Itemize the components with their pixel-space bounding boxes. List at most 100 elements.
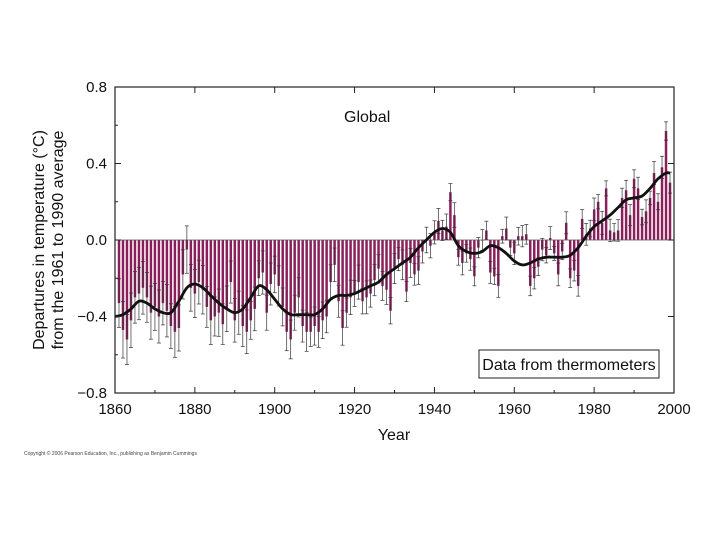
bar-1919 bbox=[349, 240, 352, 298]
bar-1980 bbox=[592, 209, 596, 240]
bar-1955 bbox=[493, 240, 496, 277]
bar-1901 bbox=[277, 240, 280, 286]
error-bar-1956 bbox=[496, 274, 501, 298]
error-bar-1969 bbox=[548, 226, 553, 250]
error-bar-1873 bbox=[164, 284, 169, 338]
bar-1882 bbox=[201, 240, 205, 290]
error-bar-1946 bbox=[456, 248, 461, 266]
error-bar-1979 bbox=[588, 219, 593, 238]
bar-1918 bbox=[345, 240, 348, 313]
bar-1924 bbox=[369, 240, 372, 294]
error-bar-1866 bbox=[136, 266, 141, 321]
error-bar-1898 bbox=[264, 294, 269, 331]
error-bar-1981 bbox=[596, 194, 601, 210]
error-bar-1904 bbox=[288, 319, 293, 360]
error-bar-1934 bbox=[408, 248, 413, 278]
error-bar-1964 bbox=[528, 275, 533, 297]
x-tick-label-1960: 1960 bbox=[498, 401, 531, 418]
bar-1936 bbox=[417, 240, 420, 271]
error-bar-1935 bbox=[412, 263, 417, 286]
x-tick-label-1860: 1860 bbox=[98, 401, 131, 418]
bar-1908 bbox=[305, 240, 308, 332]
error-bar-1950 bbox=[472, 266, 477, 287]
bar-1996 bbox=[656, 201, 660, 240]
bar-1927 bbox=[381, 240, 384, 286]
error-bar-1915 bbox=[332, 247, 337, 283]
bar-1863 bbox=[125, 240, 129, 340]
error-bar-1925 bbox=[372, 264, 377, 297]
error-bar-1932 bbox=[400, 249, 405, 281]
bar-1891 bbox=[237, 240, 241, 313]
error-bar-1951 bbox=[476, 237, 481, 259]
bar-1928 bbox=[385, 240, 388, 290]
bar-1993 bbox=[644, 211, 648, 240]
error-bar-1943 bbox=[444, 213, 449, 240]
error-bar-1886 bbox=[216, 288, 221, 337]
error-bar-1984 bbox=[608, 218, 613, 243]
bar-1992 bbox=[640, 217, 644, 240]
error-bar-1945 bbox=[452, 202, 457, 228]
bar-1895 bbox=[253, 240, 256, 309]
error-bar-1989 bbox=[628, 204, 633, 227]
error-bar-1942 bbox=[440, 219, 445, 241]
error-bar-1957 bbox=[500, 228, 505, 244]
bar-1922 bbox=[361, 240, 364, 302]
bar-1886 bbox=[217, 240, 221, 313]
error-bar-1921 bbox=[356, 264, 361, 300]
error-bar-1906 bbox=[296, 277, 301, 318]
bar-1911 bbox=[317, 240, 320, 332]
bar-1974 bbox=[568, 240, 572, 279]
bar-1909 bbox=[309, 240, 312, 332]
y-tick-label-3: −0.4 bbox=[77, 309, 107, 326]
error-bar-1899 bbox=[268, 262, 273, 306]
error-bar-1890 bbox=[232, 298, 237, 343]
bar-1883 bbox=[205, 240, 209, 307]
x-tick-label-1900: 1900 bbox=[258, 401, 291, 418]
bar-1916 bbox=[337, 240, 340, 302]
error-bar-1965 bbox=[532, 267, 537, 290]
error-bar-1936 bbox=[416, 256, 421, 285]
error-bar-1944 bbox=[448, 183, 453, 202]
error-bar-1986 bbox=[616, 219, 621, 242]
bar-1871 bbox=[157, 240, 161, 317]
error-bar-1954 bbox=[488, 261, 493, 284]
error-bar-1998 bbox=[664, 121, 669, 141]
bar-1944 bbox=[449, 192, 452, 240]
bar-1864 bbox=[129, 240, 133, 321]
error-bar-1992 bbox=[640, 208, 645, 226]
chart-title: Global bbox=[344, 109, 390, 126]
bar-1989 bbox=[628, 215, 632, 240]
bar-1998 bbox=[664, 130, 668, 240]
bar-1892 bbox=[241, 240, 245, 327]
bar-1890 bbox=[233, 240, 237, 321]
x-tick-label-1980: 1980 bbox=[577, 401, 610, 418]
x-tick-label-2000: 2000 bbox=[657, 401, 690, 418]
error-bar-1990 bbox=[632, 169, 637, 189]
error-bar-1900 bbox=[272, 255, 277, 294]
error-bar-1871 bbox=[156, 289, 161, 344]
bar-1872 bbox=[161, 240, 165, 304]
error-bar-1974 bbox=[568, 268, 573, 288]
bar-1929 bbox=[389, 240, 392, 311]
error-bar-1867 bbox=[140, 261, 145, 315]
error-bar-1879 bbox=[188, 264, 193, 312]
error-bar-1977 bbox=[580, 209, 585, 229]
x-tick-label-1920: 1920 bbox=[338, 401, 371, 418]
bar-1874 bbox=[169, 240, 173, 327]
bar-1917 bbox=[341, 240, 344, 328]
error-bar-1872 bbox=[160, 280, 165, 326]
error-bar-1869 bbox=[148, 285, 153, 340]
bar-1885 bbox=[213, 240, 217, 317]
error-bar-1929 bbox=[388, 297, 393, 325]
bar-1987 bbox=[620, 197, 624, 240]
x-tick-label-1940: 1940 bbox=[418, 401, 451, 418]
y-tick-label-4: −0.8 bbox=[77, 385, 107, 402]
error-bar-1878 bbox=[184, 225, 189, 274]
error-bar-group bbox=[116, 121, 673, 365]
bar-1995 bbox=[652, 173, 656, 240]
bar-1865 bbox=[133, 240, 137, 298]
bar-1875 bbox=[173, 240, 177, 332]
bar-1988 bbox=[624, 190, 628, 240]
y-axis-title-line1: Departures in temperature (°C) bbox=[31, 130, 48, 350]
bar-1880 bbox=[193, 240, 197, 294]
